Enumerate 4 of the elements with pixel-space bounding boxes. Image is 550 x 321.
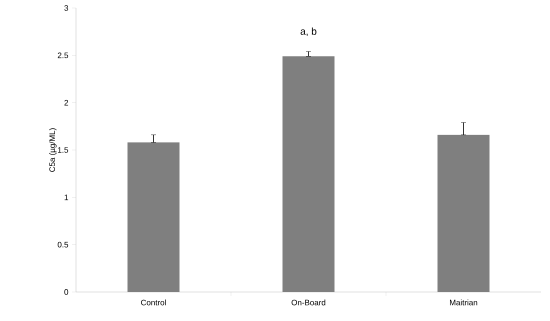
bar — [128, 142, 180, 292]
annotation: a, b — [300, 28, 316, 36]
bar — [438, 134, 490, 292]
bar — [282, 56, 334, 292]
